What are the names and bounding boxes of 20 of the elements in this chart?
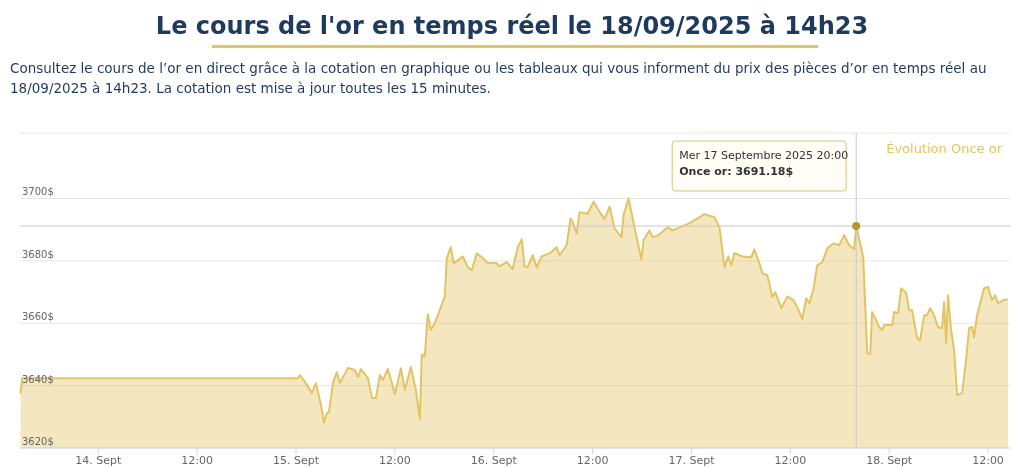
y-tick-label: 3620$ xyxy=(22,436,54,447)
x-tick-label: 12:00 xyxy=(972,454,1004,467)
y-tick-label: 3700$ xyxy=(22,186,54,198)
x-tick-label: 16. Sept xyxy=(470,454,518,467)
y-tick-label: 3660$ xyxy=(22,311,54,323)
chart-subtitle: Consultez le cours de l’or en direct grâce à la cotation en graphique ou les tableaux qui vous informent du prix des pièces d’or en temps réel au 18/09/2025 à 14h23. La cotation est mise à jour toutes les 15 minutes. xyxy=(10,60,987,96)
x-tick-label: 12:00 xyxy=(576,454,609,467)
x-tick-label: 12:00 xyxy=(181,454,213,467)
text: Évolution Once or xyxy=(886,141,1003,156)
chart-title: Le cours de l'or en temps réel le 18/09/2025 à 14h23 xyxy=(155,12,869,40)
x-tick-label: 18. Sept xyxy=(866,454,913,467)
x-tick-label: 12:00 xyxy=(379,454,411,467)
y-tick-label: 3680$ xyxy=(22,248,54,260)
x-tick-label: 17. Sept xyxy=(668,454,716,467)
x-tick-label: 14. Sept xyxy=(75,454,122,467)
annotation: Once or: 3691.18$ xyxy=(679,165,794,178)
y-tick-label: 3640$ xyxy=(22,373,54,385)
annotation: Mer 17 Septembre 2025 20:00 xyxy=(679,149,849,162)
x-tick-label: 15. Sept xyxy=(272,454,320,467)
x-tick-label: 12:00 xyxy=(774,454,807,467)
